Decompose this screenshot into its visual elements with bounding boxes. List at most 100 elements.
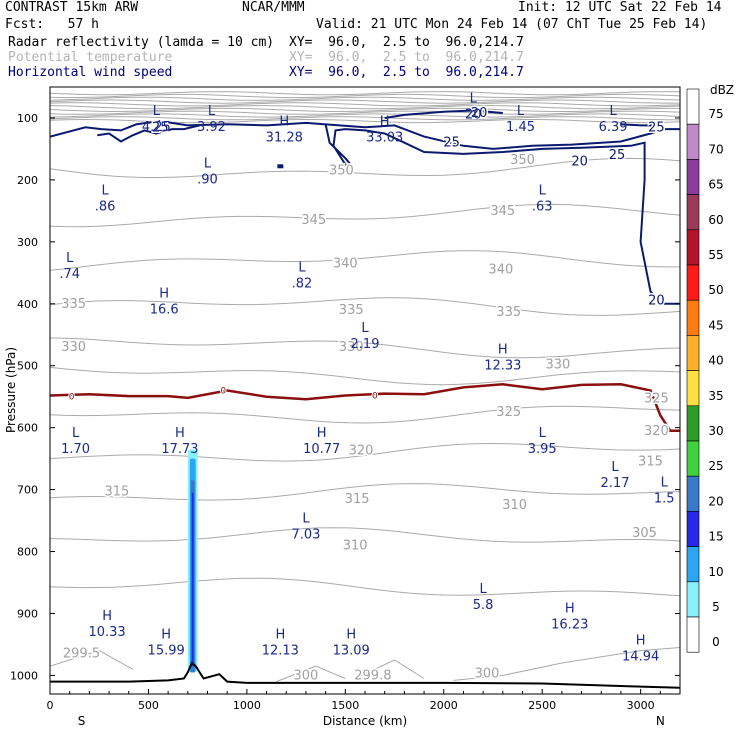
theta-contour — [50, 442, 680, 462]
extremum-value: 12.13 — [262, 643, 299, 658]
theta-contour — [50, 527, 680, 543]
theta-contour-label: 315 — [638, 455, 663, 470]
field-wind-name: Horizontal wind speed — [8, 65, 173, 80]
reflectivity-20dbz — [191, 492, 194, 667]
y-axis-label: Pressure (hPa) — [4, 347, 18, 433]
field-reflectivity-xy: XY= 96.0, 2.5 to 96.0,214.7 — [289, 35, 524, 50]
theta-contour-label: 315 — [345, 492, 370, 507]
plot-area — [50, 87, 680, 694]
colorbar-swatch — [686, 264, 700, 301]
colorbar-unit: dBZ — [710, 83, 734, 97]
extremum-marker: L — [539, 183, 547, 198]
theta-contour-label: 300 — [475, 667, 500, 682]
header-valid: Valid: 21 UTC Mon 24 Feb 14 (07 ChT Tue … — [316, 17, 708, 32]
contour-labels: 350 350 345 345 340 340 335 335 335 330 330 330 325 3… — [59, 92, 675, 685]
theta-contour-stratosphere — [50, 113, 680, 118]
theta-contour-label: 310 — [502, 498, 527, 513]
extremum-marker: L — [361, 321, 369, 336]
colorbar-level-label: 70 — [708, 142, 723, 156]
extremum-marker: H — [565, 601, 575, 616]
header-fcst: Fcst: 57 h — [5, 17, 99, 32]
theta-contour-label: 330 — [339, 340, 364, 355]
x-tick-label: 3000 — [627, 699, 655, 712]
extremum-value: 1.70 — [61, 442, 90, 457]
theta-contour-label: 335 — [339, 303, 364, 318]
extremum-marker: L — [204, 157, 212, 172]
extremum-marker: H — [159, 287, 169, 302]
terrain-profile — [50, 661, 680, 689]
extremum-marker: L — [208, 104, 216, 119]
extremum-marker: L — [153, 104, 161, 119]
theta-contour-label: 305 — [632, 526, 657, 541]
theta-contour-label: 345 — [490, 204, 515, 219]
theta-contour-label: 350 — [329, 164, 354, 179]
y-tick-label: 700 — [17, 484, 38, 497]
x-tick-label: 0 — [47, 699, 54, 712]
zero-dbz-label: 0 — [69, 393, 75, 403]
colorbar-level-label: 25 — [708, 459, 723, 473]
extremum-value: 20 — [465, 108, 482, 123]
extremum-marker: L — [661, 476, 669, 491]
theta-contour-stratosphere — [50, 107, 680, 113]
extremum-value: .82 — [292, 277, 313, 292]
extremum-value: .63 — [532, 199, 553, 214]
x-tick-label: 1500 — [331, 699, 359, 712]
potential-temperature-contours — [50, 91, 680, 683]
extremum-value: .90 — [197, 173, 218, 188]
extremum-value: 17.73 — [161, 442, 198, 457]
extremum-marker: L — [609, 104, 617, 119]
theta-contour-boundary-layer — [276, 665, 346, 683]
colorbar-swatch — [686, 299, 700, 336]
extremum-marker: H — [346, 627, 356, 642]
colorbar-level-label: 75 — [708, 107, 723, 121]
field-wind-xy: XY= 96.0, 2.5 to 96.0,214.7 — [289, 65, 524, 80]
extremum-marker: L — [102, 183, 110, 198]
theta-contour-label: 310 — [343, 538, 368, 553]
extremum-marker: L — [66, 251, 74, 266]
extremum-value: 31.28 — [266, 130, 303, 145]
colorbar-level-label: 55 — [708, 248, 723, 262]
theta-contour-label: 299.8 — [354, 668, 391, 683]
extremum-value: 6.39 — [599, 120, 628, 135]
theta-contour-stratosphere — [50, 105, 680, 110]
extremum-value: 2.17 — [601, 476, 630, 491]
theta-contour-boundary-layer — [354, 659, 425, 679]
wind-contour-label: 25 — [443, 136, 460, 151]
y-tick-label: 100 — [17, 112, 38, 125]
colorbar-swatch — [686, 123, 700, 160]
zero-dbz-line — [50, 383, 680, 433]
north-end-label: N — [656, 714, 665, 728]
x-tick-label: 500 — [138, 699, 159, 712]
theta-contour — [50, 337, 680, 359]
extremum-marker: H — [498, 342, 508, 357]
y-tick-label: 500 — [17, 360, 38, 373]
colorbar-swatch — [686, 405, 700, 442]
extremum-value: 16.23 — [551, 617, 588, 632]
colorbar-level-label: 10 — [708, 565, 723, 579]
colorbar-level-label: 5 — [712, 600, 720, 614]
colorbar-swatch — [686, 475, 700, 512]
extremum-value: .74 — [59, 267, 80, 282]
colorbar-swatch — [686, 370, 700, 407]
south-end-label: S — [78, 714, 86, 728]
extremum-value: 7.03 — [291, 528, 320, 543]
theta-contour-stratosphere — [50, 96, 680, 101]
extremum-value: 5.8 — [473, 598, 494, 613]
y-tick-label: 300 — [17, 236, 38, 249]
axes: 0 500 1000 1500 2000 2500 30001002003004005006… — [4, 112, 680, 728]
terrain-line — [50, 661, 680, 689]
colorbar-level-label: 40 — [708, 354, 723, 368]
wind-contour — [97, 124, 200, 143]
theta-contour-label: 325 — [496, 405, 521, 420]
colorbar-level-label: 45 — [708, 318, 723, 332]
extremum-value: 1.5 — [654, 492, 675, 507]
y-tick-label: 1000 — [10, 669, 38, 682]
colorbar-swatch — [686, 229, 700, 266]
extremum-marker: L — [539, 426, 547, 441]
colorbar-level-label: 65 — [708, 178, 723, 192]
wind-contour — [50, 120, 680, 150]
extremum-value: 16.6 — [150, 303, 179, 318]
theta-contour — [50, 297, 680, 316]
